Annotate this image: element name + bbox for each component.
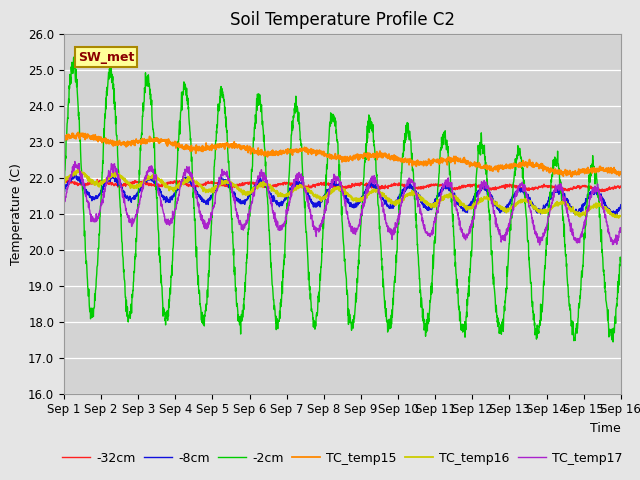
TC_temp15 (60, 133, 68, 139)
-32cm (60, 179, 68, 184)
-2cm (609, 339, 617, 345)
TC_temp16 (504, 209, 512, 215)
TC_temp16 (60, 179, 68, 184)
Line: TC_temp17: TC_temp17 (64, 161, 621, 245)
TC_temp15 (216, 143, 223, 148)
TC_temp17 (536, 242, 543, 248)
TC_temp15 (568, 173, 576, 179)
TC_temp17 (216, 177, 223, 183)
TC_temp15 (371, 151, 379, 156)
TC_temp15 (617, 169, 625, 175)
-8cm (584, 196, 591, 202)
TC_temp17 (568, 228, 576, 233)
-2cm (504, 256, 512, 262)
-8cm (371, 181, 379, 187)
TC_temp17 (504, 222, 512, 228)
-8cm (617, 202, 625, 207)
-8cm (60, 187, 68, 193)
-32cm (568, 186, 575, 192)
TC_temp17 (71, 158, 79, 164)
-2cm (617, 255, 625, 261)
-2cm (70, 54, 77, 60)
-32cm (216, 181, 223, 187)
Line: -8cm: -8cm (64, 172, 621, 215)
TC_temp16 (74, 167, 82, 172)
TC_temp15 (359, 153, 367, 158)
TC_temp17 (584, 209, 591, 215)
-2cm (568, 320, 575, 325)
-8cm (72, 169, 79, 175)
Title: Soil Temperature Profile C2: Soil Temperature Profile C2 (230, 11, 455, 29)
Line: TC_temp16: TC_temp16 (64, 169, 621, 218)
-8cm (359, 193, 367, 199)
-2cm (359, 194, 367, 200)
TC_temp17 (371, 174, 379, 180)
-8cm (216, 180, 223, 186)
-2cm (216, 106, 223, 111)
-32cm (504, 183, 512, 189)
TC_temp15 (584, 168, 591, 174)
-8cm (611, 212, 618, 218)
TC_temp17 (60, 200, 68, 205)
-2cm (584, 197, 591, 203)
-32cm (617, 184, 625, 190)
TC_temp16 (568, 207, 575, 213)
TC_temp17 (359, 205, 367, 211)
Text: SW_met: SW_met (78, 50, 134, 63)
-2cm (60, 178, 68, 184)
TC_temp15 (568, 174, 575, 180)
Y-axis label: Temperature (C): Temperature (C) (10, 163, 22, 264)
Line: TC_temp15: TC_temp15 (64, 132, 621, 177)
Legend: -32cm, -8cm, -2cm, TC_temp15, TC_temp16, TC_temp17: -32cm, -8cm, -2cm, TC_temp15, TC_temp16,… (58, 447, 627, 469)
-32cm (584, 184, 591, 190)
Line: -32cm: -32cm (64, 180, 621, 192)
-32cm (597, 189, 605, 194)
-32cm (359, 181, 367, 187)
X-axis label: Time: Time (590, 422, 621, 435)
-8cm (568, 204, 575, 210)
-32cm (371, 185, 379, 191)
TC_temp16 (371, 188, 379, 194)
TC_temp15 (74, 130, 82, 135)
TC_temp16 (617, 213, 625, 219)
Line: -2cm: -2cm (64, 57, 621, 342)
TC_temp16 (584, 209, 591, 215)
-8cm (504, 203, 512, 209)
TC_temp16 (615, 215, 623, 221)
TC_temp16 (216, 183, 223, 189)
-2cm (371, 148, 379, 154)
TC_temp15 (504, 164, 512, 169)
TC_temp17 (617, 228, 625, 233)
TC_temp16 (359, 195, 367, 201)
-32cm (93, 177, 101, 182)
